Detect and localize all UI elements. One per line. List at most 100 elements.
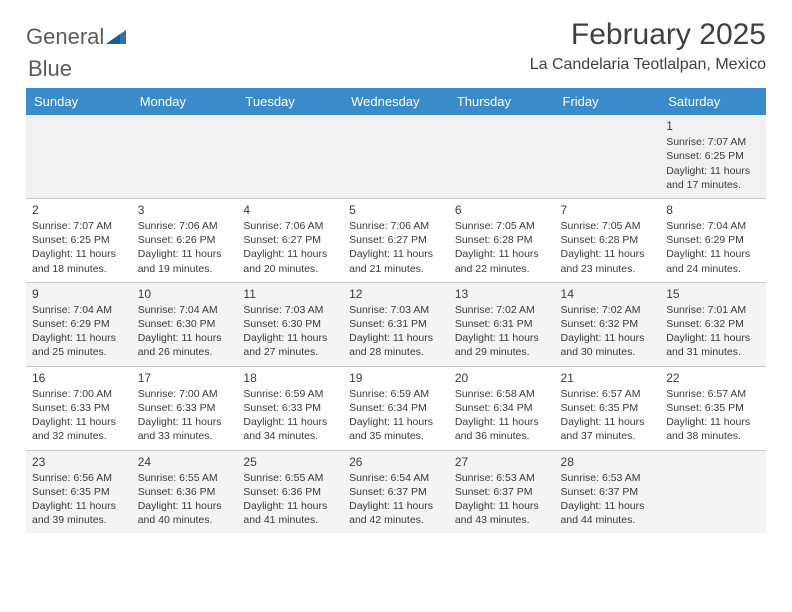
calendar-cell-empty — [555, 115, 661, 198]
daylight-line: Daylight: 11 hours and 23 minutes. — [561, 247, 655, 275]
daylight-line: Daylight: 11 hours and 26 minutes. — [138, 331, 232, 359]
sunset-line: Sunset: 6:27 PM — [349, 233, 443, 247]
daylight-line: Daylight: 11 hours and 22 minutes. — [455, 247, 549, 275]
sunset-line: Sunset: 6:33 PM — [138, 401, 232, 415]
day-number: 18 — [243, 370, 337, 386]
calendar-cell: 19Sunrise: 6:59 AMSunset: 6:34 PMDayligh… — [343, 366, 449, 450]
day-number: 26 — [349, 454, 443, 470]
day-number: 27 — [455, 454, 549, 470]
sunset-line: Sunset: 6:33 PM — [32, 401, 126, 415]
daylight-line: Daylight: 11 hours and 19 minutes. — [138, 247, 232, 275]
daylight-line: Daylight: 11 hours and 18 minutes. — [32, 247, 126, 275]
calendar-cell: 26Sunrise: 6:54 AMSunset: 6:37 PMDayligh… — [343, 450, 449, 533]
calendar-cell: 9Sunrise: 7:04 AMSunset: 6:29 PMDaylight… — [26, 282, 132, 366]
sunrise-line: Sunrise: 7:05 AM — [455, 219, 549, 233]
sunrise-line: Sunrise: 6:59 AM — [349, 387, 443, 401]
calendar-week: 23Sunrise: 6:56 AMSunset: 6:35 PMDayligh… — [26, 450, 766, 533]
sunset-line: Sunset: 6:29 PM — [666, 233, 760, 247]
daylight-line: Daylight: 11 hours and 38 minutes. — [666, 415, 760, 443]
day-number: 8 — [666, 202, 760, 218]
calendar-cell: 23Sunrise: 6:56 AMSunset: 6:35 PMDayligh… — [26, 450, 132, 533]
calendar-cell: 1Sunrise: 7:07 AMSunset: 6:25 PMDaylight… — [660, 115, 766, 198]
calendar-week: 1Sunrise: 7:07 AMSunset: 6:25 PMDaylight… — [26, 115, 766, 198]
day-number: 2 — [32, 202, 126, 218]
sunrise-line: Sunrise: 6:53 AM — [455, 471, 549, 485]
brand-part2-wrap: Blue — [28, 50, 768, 82]
sunset-line: Sunset: 6:25 PM — [666, 149, 760, 163]
sunrise-line: Sunrise: 7:06 AM — [138, 219, 232, 233]
daylight-line: Daylight: 11 hours and 31 minutes. — [666, 331, 760, 359]
calendar-cell: 17Sunrise: 7:00 AMSunset: 6:33 PMDayligh… — [132, 366, 238, 450]
brand-logo: General — [26, 18, 126, 50]
day-header: Tuesday — [237, 88, 343, 115]
calendar-cell: 20Sunrise: 6:58 AMSunset: 6:34 PMDayligh… — [449, 366, 555, 450]
sunset-line: Sunset: 6:36 PM — [243, 485, 337, 499]
day-header: Wednesday — [343, 88, 449, 115]
calendar-cell: 14Sunrise: 7:02 AMSunset: 6:32 PMDayligh… — [555, 282, 661, 366]
calendar-cell: 3Sunrise: 7:06 AMSunset: 6:26 PMDaylight… — [132, 198, 238, 282]
calendar-cell-empty — [660, 450, 766, 533]
day-number: 14 — [561, 286, 655, 302]
day-number: 1 — [666, 118, 760, 134]
sunrise-line: Sunrise: 6:57 AM — [666, 387, 760, 401]
daylight-line: Daylight: 11 hours and 28 minutes. — [349, 331, 443, 359]
sunset-line: Sunset: 6:29 PM — [32, 317, 126, 331]
sunset-line: Sunset: 6:31 PM — [349, 317, 443, 331]
calendar-cell-empty — [26, 115, 132, 198]
daylight-line: Daylight: 11 hours and 40 minutes. — [138, 499, 232, 527]
calendar-cell: 21Sunrise: 6:57 AMSunset: 6:35 PMDayligh… — [555, 366, 661, 450]
sunrise-line: Sunrise: 7:04 AM — [666, 219, 760, 233]
day-number: 7 — [561, 202, 655, 218]
sunset-line: Sunset: 6:28 PM — [455, 233, 549, 247]
sunrise-line: Sunrise: 7:00 AM — [138, 387, 232, 401]
daylight-line: Daylight: 11 hours and 17 minutes. — [666, 164, 760, 192]
sunrise-line: Sunrise: 7:07 AM — [32, 219, 126, 233]
day-number: 19 — [349, 370, 443, 386]
day-number: 21 — [561, 370, 655, 386]
calendar-cell-empty — [449, 115, 555, 198]
sunset-line: Sunset: 6:26 PM — [138, 233, 232, 247]
month-title: February 2025 — [530, 18, 766, 52]
calendar-cell: 8Sunrise: 7:04 AMSunset: 6:29 PMDaylight… — [660, 198, 766, 282]
daylight-line: Daylight: 11 hours and 21 minutes. — [349, 247, 443, 275]
day-number: 6 — [455, 202, 549, 218]
calendar-cell: 22Sunrise: 6:57 AMSunset: 6:35 PMDayligh… — [660, 366, 766, 450]
calendar-cell: 15Sunrise: 7:01 AMSunset: 6:32 PMDayligh… — [660, 282, 766, 366]
calendar-cell-empty — [132, 115, 238, 198]
sunrise-line: Sunrise: 7:00 AM — [32, 387, 126, 401]
daylight-line: Daylight: 11 hours and 33 minutes. — [138, 415, 232, 443]
calendar-cell: 6Sunrise: 7:05 AMSunset: 6:28 PMDaylight… — [449, 198, 555, 282]
daylight-line: Daylight: 11 hours and 41 minutes. — [243, 499, 337, 527]
sunrise-line: Sunrise: 6:56 AM — [32, 471, 126, 485]
sunrise-line: Sunrise: 6:55 AM — [243, 471, 337, 485]
calendar-cell-empty — [343, 115, 449, 198]
sunset-line: Sunset: 6:35 PM — [32, 485, 126, 499]
sunrise-line: Sunrise: 7:03 AM — [243, 303, 337, 317]
sunset-line: Sunset: 6:30 PM — [243, 317, 337, 331]
daylight-line: Daylight: 11 hours and 36 minutes. — [455, 415, 549, 443]
sunrise-line: Sunrise: 6:54 AM — [349, 471, 443, 485]
day-number: 5 — [349, 202, 443, 218]
daylight-line: Daylight: 11 hours and 34 minutes. — [243, 415, 337, 443]
day-number: 4 — [243, 202, 337, 218]
sunset-line: Sunset: 6:37 PM — [455, 485, 549, 499]
sunset-line: Sunset: 6:34 PM — [455, 401, 549, 415]
sunrise-line: Sunrise: 6:59 AM — [243, 387, 337, 401]
daylight-line: Daylight: 11 hours and 20 minutes. — [243, 247, 337, 275]
calendar-cell: 7Sunrise: 7:05 AMSunset: 6:28 PMDaylight… — [555, 198, 661, 282]
day-number: 20 — [455, 370, 549, 386]
day-header: Sunday — [26, 88, 132, 115]
calendar-cell: 13Sunrise: 7:02 AMSunset: 6:31 PMDayligh… — [449, 282, 555, 366]
calendar-cell: 2Sunrise: 7:07 AMSunset: 6:25 PMDaylight… — [26, 198, 132, 282]
day-number: 12 — [349, 286, 443, 302]
day-number: 15 — [666, 286, 760, 302]
day-number: 25 — [243, 454, 337, 470]
day-number: 28 — [561, 454, 655, 470]
day-number: 10 — [138, 286, 232, 302]
sunset-line: Sunset: 6:34 PM — [349, 401, 443, 415]
day-header: Monday — [132, 88, 238, 115]
daylight-line: Daylight: 11 hours and 29 minutes. — [455, 331, 549, 359]
sunset-line: Sunset: 6:27 PM — [243, 233, 337, 247]
sunrise-line: Sunrise: 6:58 AM — [455, 387, 549, 401]
calendar-cell: 16Sunrise: 7:00 AMSunset: 6:33 PMDayligh… — [26, 366, 132, 450]
